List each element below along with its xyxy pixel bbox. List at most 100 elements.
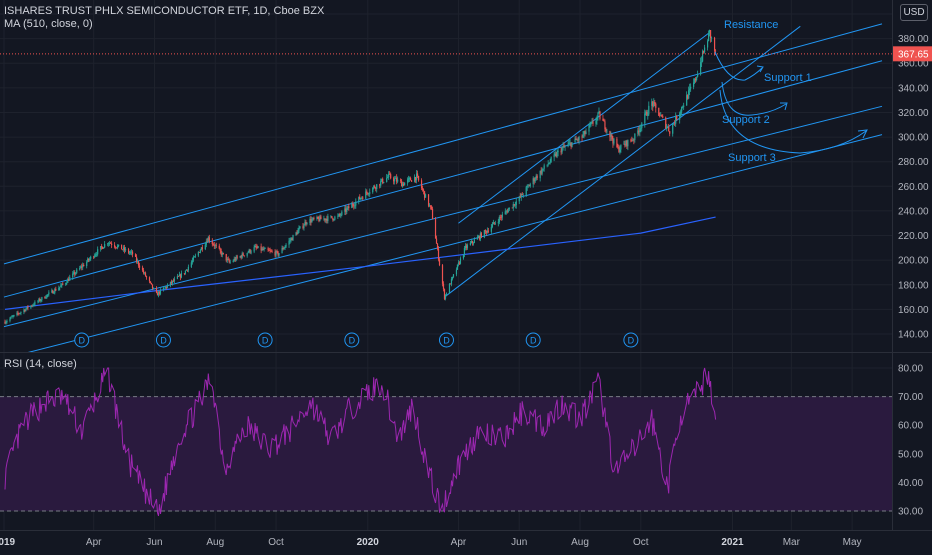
candle — [634, 133, 636, 143]
support-arrowhead-1 — [756, 65, 764, 73]
candle-body — [254, 246, 256, 248]
candle-body — [284, 246, 286, 249]
candle — [507, 207, 509, 213]
candle — [236, 254, 238, 260]
price-axis-tick: 320.00 — [898, 108, 929, 119]
ma-indicator-label[interactable]: MA (510, close, 0) — [4, 18, 93, 30]
candle-body — [87, 258, 89, 262]
candle-body — [4, 321, 6, 324]
candle — [271, 249, 273, 254]
candle — [494, 220, 496, 225]
candle-body — [338, 214, 340, 216]
candle-body — [16, 312, 18, 316]
candle-body — [127, 249, 130, 253]
candle-body — [491, 224, 493, 228]
candle — [480, 231, 482, 239]
dividend-marker-label: D — [443, 336, 450, 346]
candle-body — [568, 142, 570, 144]
candle-body — [612, 139, 614, 144]
candle — [511, 207, 513, 209]
dividend-marker[interactable]: D — [74, 332, 90, 348]
candle — [282, 246, 284, 251]
currency-button[interactable]: USD — [900, 4, 928, 21]
candle-body — [178, 274, 181, 277]
candle — [107, 242, 109, 247]
candle-body — [346, 208, 348, 212]
dividend-marker[interactable]: D — [438, 332, 454, 348]
candle-body — [584, 131, 586, 134]
candle — [514, 201, 516, 209]
candle-body — [123, 247, 126, 251]
candle-body — [499, 216, 501, 218]
candle — [416, 170, 419, 179]
trendline-1 — [3, 23, 883, 265]
dividend-marker[interactable]: D — [155, 332, 171, 348]
candle-body — [429, 205, 432, 207]
candle — [96, 251, 98, 257]
candle-body — [431, 208, 434, 220]
candle — [368, 192, 370, 197]
dividend-marker[interactable]: D — [623, 332, 639, 348]
candle — [549, 158, 551, 165]
candle-body — [151, 284, 154, 289]
candle — [632, 137, 634, 142]
candle — [506, 208, 508, 214]
candle-body — [486, 230, 488, 233]
candle-body — [555, 153, 557, 157]
candle-body — [490, 227, 492, 232]
candle-body — [339, 214, 341, 216]
candle — [472, 241, 474, 246]
candle — [471, 240, 474, 246]
candle-body — [632, 139, 634, 141]
candle — [569, 139, 571, 146]
dividend-marker-label: D — [160, 336, 167, 346]
candle-body — [163, 287, 166, 289]
candle — [486, 227, 488, 234]
candle-body — [450, 278, 453, 285]
candle-body — [700, 62, 702, 75]
candle-body — [263, 248, 265, 250]
dividend-marker[interactable]: D — [344, 332, 360, 348]
candle — [109, 240, 111, 246]
candle-body — [213, 244, 215, 247]
candle — [115, 246, 117, 250]
candle-body — [45, 297, 47, 299]
rsi-axis-tick: 60.00 — [898, 421, 923, 432]
candle — [667, 125, 669, 129]
candle-body — [89, 258, 91, 261]
candle-body — [681, 106, 683, 112]
candle-body — [591, 121, 593, 123]
candle — [694, 78, 696, 85]
candle — [355, 198, 357, 209]
candle-body — [176, 276, 179, 279]
candle-body — [368, 193, 370, 195]
candle — [291, 237, 293, 241]
candle-body — [535, 175, 537, 180]
candle-body — [619, 149, 621, 152]
rsi-indicator-label[interactable]: RSI (14, close) — [4, 358, 77, 370]
dividend-marker[interactable]: D — [257, 332, 273, 348]
candle — [31, 304, 33, 307]
candle-body — [297, 230, 299, 235]
candle-body — [379, 184, 381, 186]
candle-body — [107, 243, 109, 245]
candle — [498, 215, 500, 225]
candle-body — [435, 238, 438, 244]
dividend-marker-circle — [74, 332, 90, 348]
candle-body — [616, 138, 618, 148]
candle-body — [6, 321, 8, 323]
candle — [37, 299, 39, 304]
candle-body — [295, 232, 297, 236]
candle — [34, 300, 36, 307]
candle — [104, 241, 106, 249]
candle-body — [65, 283, 67, 285]
candle-body — [331, 216, 333, 218]
candle-body — [48, 292, 50, 295]
candle-body — [111, 243, 113, 246]
dividend-marker[interactable]: D — [525, 332, 541, 348]
candle-body — [270, 250, 272, 252]
candle — [525, 185, 527, 198]
candle-body — [304, 221, 306, 226]
